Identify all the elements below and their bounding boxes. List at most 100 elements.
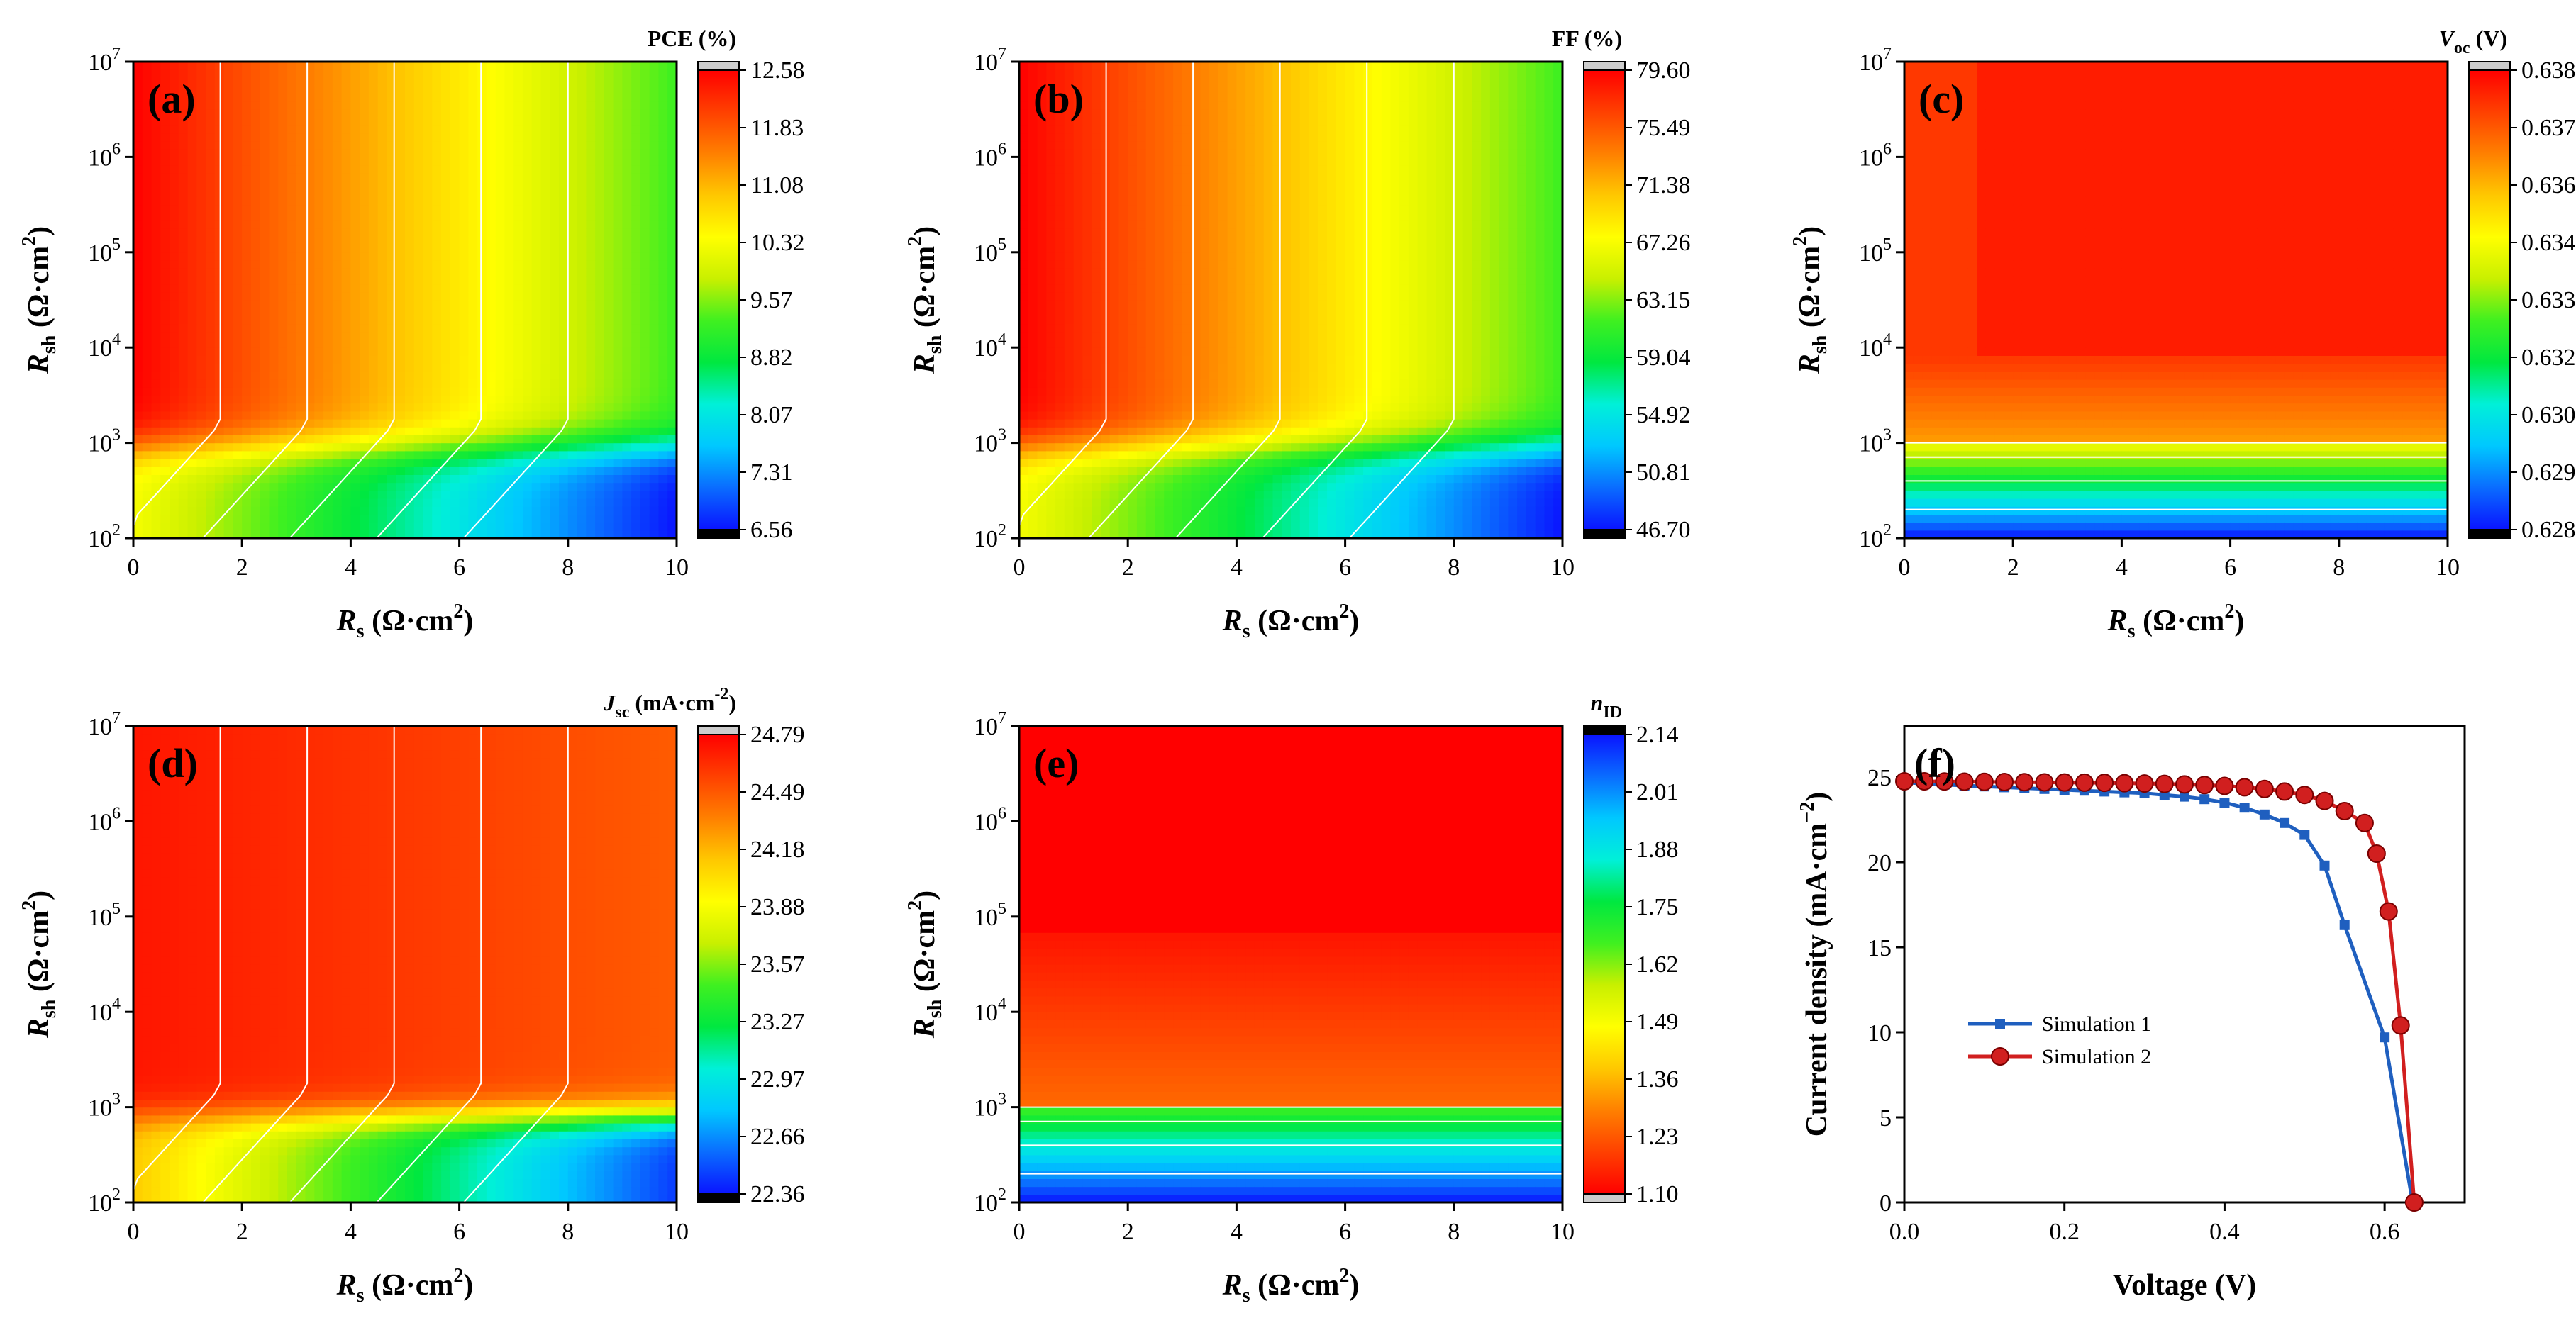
heatmap-cell (287, 260, 297, 269)
heatmap-cell (242, 164, 252, 174)
heatmap-cell (567, 212, 578, 221)
heatmap-cell (1037, 276, 1047, 285)
y-tick-base: 10 (88, 240, 112, 267)
heatmap-cell (1082, 490, 1092, 499)
heatmap-cell (495, 331, 506, 340)
heatmap-cell (658, 93, 668, 102)
heatmap-cell (540, 93, 550, 102)
heatmap-cell (1173, 69, 1183, 78)
heatmap-cell (1155, 236, 1165, 245)
heatmap-cell (450, 300, 460, 308)
heatmap-cell (396, 474, 406, 484)
heatmap-cell (133, 204, 143, 213)
heatmap-cell (586, 427, 596, 435)
heatmap-cell (1128, 268, 1138, 277)
heatmap-cell (595, 482, 605, 491)
heatmap-cell (486, 355, 496, 364)
heatmap-cell (142, 93, 152, 102)
heatmap-cell (540, 149, 550, 157)
heatmap-cell (269, 220, 279, 229)
heatmap-cell (368, 212, 379, 221)
heatmap-cell (170, 172, 179, 181)
heatmap-cell (567, 157, 578, 166)
heatmap-cell (1164, 172, 1174, 181)
heatmap-cell (1064, 276, 1075, 285)
heatmap-cell (1155, 395, 1165, 404)
heatmap-cell (413, 157, 424, 166)
heatmap-cell (1173, 395, 1183, 404)
heatmap-cell (486, 117, 496, 126)
heatmap-cell (223, 204, 234, 213)
heatmap-cell (1128, 395, 1138, 404)
heatmap-cell (405, 189, 415, 197)
heatmap-cell (649, 450, 660, 459)
heatmap-cell (631, 164, 641, 174)
heatmap-cell (1037, 252, 1047, 261)
heatmap-cell (1145, 69, 1156, 78)
heatmap-cell (170, 117, 179, 126)
heatmap-cell (1136, 220, 1147, 229)
heatmap-cell (142, 172, 152, 181)
heatmap-cell (1037, 371, 1047, 380)
heatmap-cell (631, 189, 641, 197)
heatmap-cell (1200, 379, 1210, 388)
heatmap-cell (233, 323, 243, 333)
heatmap-cell (567, 498, 578, 507)
heatmap-cell (1136, 252, 1147, 261)
heatmap-cell (350, 514, 360, 523)
heatmap-cell (1055, 514, 1065, 523)
heatmap-cell (613, 276, 623, 285)
heatmap-cell (450, 435, 460, 444)
heatmap-cell (196, 212, 206, 221)
heatmap-cell (413, 125, 424, 134)
heatmap-cell (223, 228, 234, 237)
heatmap-cell (151, 62, 161, 70)
contour-line (133, 62, 221, 538)
heatmap-cell (387, 252, 396, 261)
heatmap-cell (640, 181, 650, 189)
heatmap-cell (1200, 276, 1210, 285)
heatmap-cell (242, 442, 252, 452)
heatmap-cell (278, 109, 288, 118)
heatmap-cell (387, 300, 396, 308)
heatmap-cell (1019, 141, 1029, 150)
heatmap-cell (278, 379, 288, 388)
heatmap-cell (368, 387, 379, 396)
heatmap-cell (595, 506, 605, 515)
heatmap-cell (1173, 506, 1183, 515)
heatmap-cell (1019, 427, 1029, 435)
heatmap-cell (287, 228, 297, 237)
heatmap-cell (1100, 506, 1111, 515)
heatmap-cell (269, 498, 279, 507)
heatmap-cell (278, 450, 288, 459)
heatmap-cell (242, 117, 252, 126)
heatmap-cell (350, 450, 360, 459)
heatmap-cell (233, 442, 243, 452)
heatmap-cell (486, 101, 496, 110)
contour-line (202, 62, 309, 539)
heatmap-cell (432, 411, 442, 420)
heatmap-cell (504, 157, 514, 166)
heatmap-cell (368, 315, 379, 325)
heatmap-cell (1037, 403, 1047, 412)
heatmap-cell (405, 172, 415, 181)
heatmap-cell (196, 331, 206, 340)
heatmap-cell (559, 522, 569, 531)
heatmap-cell (305, 331, 315, 340)
y-tick-base: 10 (88, 335, 112, 362)
heatmap-cell (486, 268, 496, 277)
heatmap-cell (450, 85, 460, 94)
heatmap-cell (305, 435, 315, 444)
heatmap-cell (567, 284, 578, 293)
heatmap-cell (513, 260, 523, 269)
heatmap-cell (559, 482, 569, 491)
heatmap-cell (540, 109, 550, 118)
heatmap-cell (233, 347, 243, 356)
heatmap-cell (1064, 300, 1075, 308)
heatmap-cell (332, 276, 343, 285)
heatmap-cell (387, 450, 396, 459)
heatmap-cell (649, 181, 660, 189)
heatmap-cell (242, 141, 252, 150)
heatmap-cell (1028, 212, 1038, 221)
